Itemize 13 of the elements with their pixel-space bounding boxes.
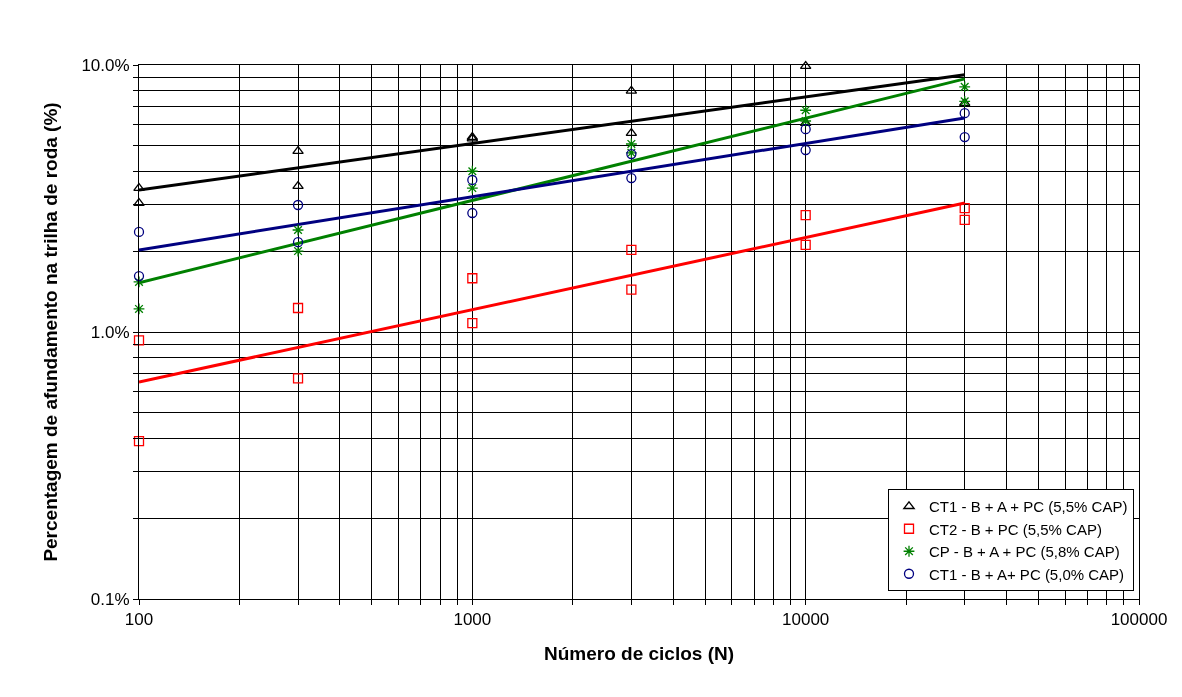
x-tick-label: 1000 — [453, 610, 492, 630]
y-tick-label: 1.0% — [90, 322, 130, 342]
legend-label: CT1 - B + A+ PC (5,0% CAP) — [929, 565, 1125, 583]
x-axis-title: Número de ciclos (N) — [543, 643, 735, 665]
legend-label: CT1 - B + A + PC (5,5% CAP) — [929, 498, 1128, 516]
y-tick-label: 10.0% — [81, 55, 130, 75]
x-tick-label: 100000 — [1110, 610, 1168, 630]
y-axis-title: Percentagem de afundamento na trilha de roda (%) — [40, 102, 62, 562]
legend-label: CP - B + A + PC (5,8% CAP) — [929, 543, 1120, 561]
x-tick-label: 10000 — [782, 610, 830, 630]
legend-label: CT2 - B + PC (5,5% CAP) — [929, 520, 1102, 538]
x-tick-label: 100 — [124, 610, 154, 630]
y-tick-label: 0.1% — [90, 589, 130, 609]
